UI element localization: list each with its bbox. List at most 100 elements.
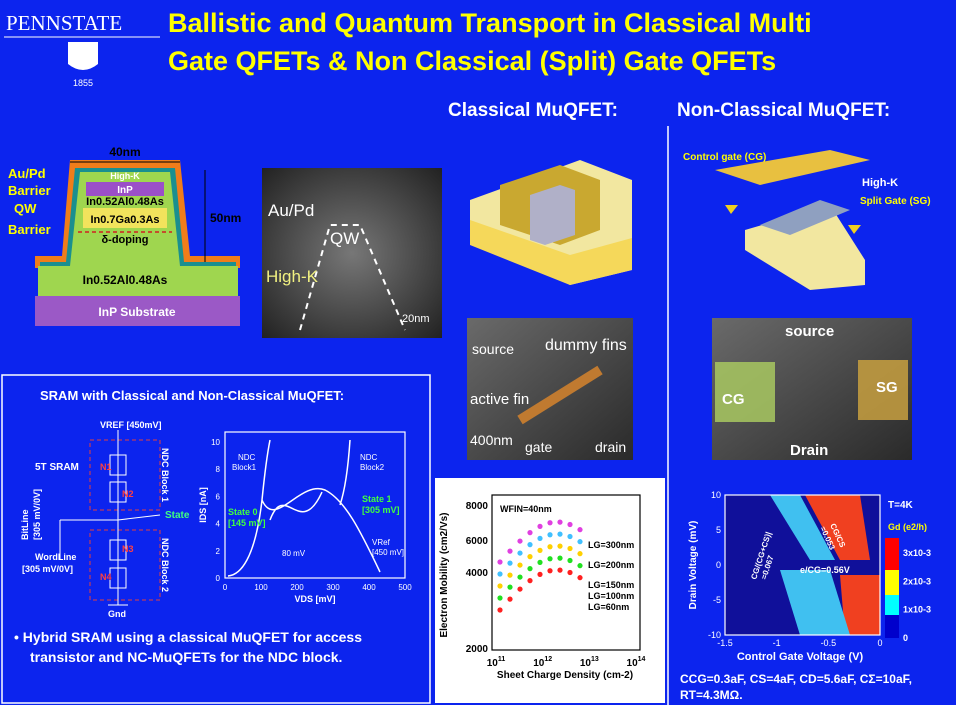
data-point <box>527 542 533 548</box>
y-tick-label: 4000 <box>466 568 489 579</box>
data-point <box>567 521 573 528</box>
data-point <box>527 566 533 572</box>
parameters: RT=4.3MΩ. <box>680 688 743 702</box>
annotation: State 1 <box>362 494 392 504</box>
bullet-text: • Hybrid SRAM using a classical MuQFET f… <box>14 629 362 645</box>
data-point <box>547 568 553 574</box>
tick-exp: 12 <box>544 656 552 663</box>
layer-label: Barrier <box>8 183 51 198</box>
annotation: [305 mV] <box>362 505 400 515</box>
x-tick-label: 1013 <box>580 656 599 669</box>
annotation: Block2 <box>360 463 385 472</box>
parameters: CCG=0.3aF, CS=4aF, CD=5.6aF, CΣ=10aF, <box>680 672 912 686</box>
bullet-text: transistor and NC-MuQFETs for the NDC bl… <box>30 649 342 665</box>
data-point <box>577 539 583 545</box>
mobility-panel <box>435 478 665 703</box>
y-tick-label: 10 <box>211 438 220 447</box>
data-point <box>577 527 583 533</box>
legend-label: LG=150nm <box>588 580 634 590</box>
y-tick-label: 5 <box>716 525 721 535</box>
data-point <box>517 550 523 556</box>
tick-base: 10 <box>487 658 499 669</box>
axis-label: Electron Mobility (cm2/Vs) <box>439 512 450 637</box>
tem-label: Au/Pd <box>268 201 314 220</box>
sram-panel <box>1 374 431 704</box>
data-point <box>577 563 583 569</box>
color-tick-label: 0 <box>903 633 908 643</box>
y-tick-label: 8 <box>216 465 221 474</box>
annotation: [450 mV] <box>372 548 404 557</box>
legend-label: LG=200nm <box>588 560 634 570</box>
node-label: N4 <box>100 572 112 582</box>
color-tick-label: 2x10-3 <box>903 576 931 586</box>
circuit-label: Gnd <box>108 609 126 619</box>
data-point <box>567 533 573 540</box>
cross-section <box>35 160 240 326</box>
axis-label: IDS [nA] <box>198 487 208 523</box>
device-label: High-K <box>862 177 898 189</box>
tick-exp: 11 <box>498 656 506 663</box>
device-3d <box>470 160 632 285</box>
data-point <box>507 560 513 566</box>
annotation: Block1 <box>232 463 257 472</box>
data-point <box>537 547 543 553</box>
x-tick-label: 500 <box>398 583 412 592</box>
x-tick-label: 1012 <box>533 656 552 669</box>
section-header: Non-Classical MuQFET: <box>677 100 890 121</box>
annotation: [145 mV] <box>228 518 266 528</box>
data-point <box>517 574 523 580</box>
data-point <box>567 545 573 552</box>
data-point <box>557 543 563 549</box>
annotation: NDC <box>360 453 378 462</box>
sem-label: CG <box>722 391 745 408</box>
layer-label: In0.7Ga0.3As <box>90 214 159 226</box>
layer-label: QW <box>14 201 37 216</box>
sem-label: gate <box>525 439 552 455</box>
panel-title: SRAM with Classical and Non-Classical Mu… <box>40 388 344 403</box>
stability-plot <box>724 494 881 636</box>
annotation: State 0 <box>228 507 258 517</box>
data-point <box>497 595 503 601</box>
x-tick-label: 1014 <box>627 656 646 669</box>
circuit-label: [305 mV/0V] <box>22 564 73 574</box>
data-point <box>507 548 513 554</box>
sem-label: Drain <box>790 442 828 459</box>
y-tick-label: 6000 <box>466 536 489 547</box>
data-point <box>567 557 573 564</box>
tick-base: 10 <box>580 658 592 669</box>
logo-name: PENNSTATE <box>6 11 122 35</box>
layer-label: In0.52Al0.48As <box>83 273 168 287</box>
sem-label: source <box>472 341 514 357</box>
data-point <box>517 538 523 544</box>
color-tick-label: 1x10-3 <box>903 605 931 615</box>
sem-image <box>467 318 633 460</box>
color-bar <box>885 538 899 638</box>
data-point <box>557 555 563 561</box>
x-tick-label: -0.5 <box>821 638 837 648</box>
circuit-label: BitLine <box>20 510 30 541</box>
x-tick-label: 1011 <box>487 656 506 669</box>
dimension: 40nm <box>109 145 140 159</box>
data-point <box>557 567 563 573</box>
y-tick-label: 6 <box>216 492 221 501</box>
cg-region <box>715 362 775 422</box>
layer-label: δ-doping <box>102 234 149 246</box>
x-tick-label: 300 <box>326 583 340 592</box>
circuit <box>59 430 161 606</box>
data-point <box>547 556 553 562</box>
circuit-label: VREF [450mV] <box>100 420 162 430</box>
layer-label: High-K <box>110 171 140 181</box>
data-point <box>557 531 563 537</box>
x-tick-label: -1 <box>773 638 781 648</box>
data-point <box>507 572 513 578</box>
y-tick-label: 0 <box>716 560 721 570</box>
nc-device-3d <box>715 150 870 290</box>
data-point <box>537 523 543 529</box>
title-line: Gate QFETs & Non Classical (Split) Gate … <box>168 46 776 76</box>
annotation: 80 mV <box>282 549 306 558</box>
tem-scale: 20nm <box>402 313 430 325</box>
sem-label: 400nm <box>470 432 513 448</box>
y-tick-label: -10 <box>708 630 721 640</box>
y-tick-label: 8000 <box>466 501 489 512</box>
color-tick-label: 3x10-3 <box>903 548 931 558</box>
